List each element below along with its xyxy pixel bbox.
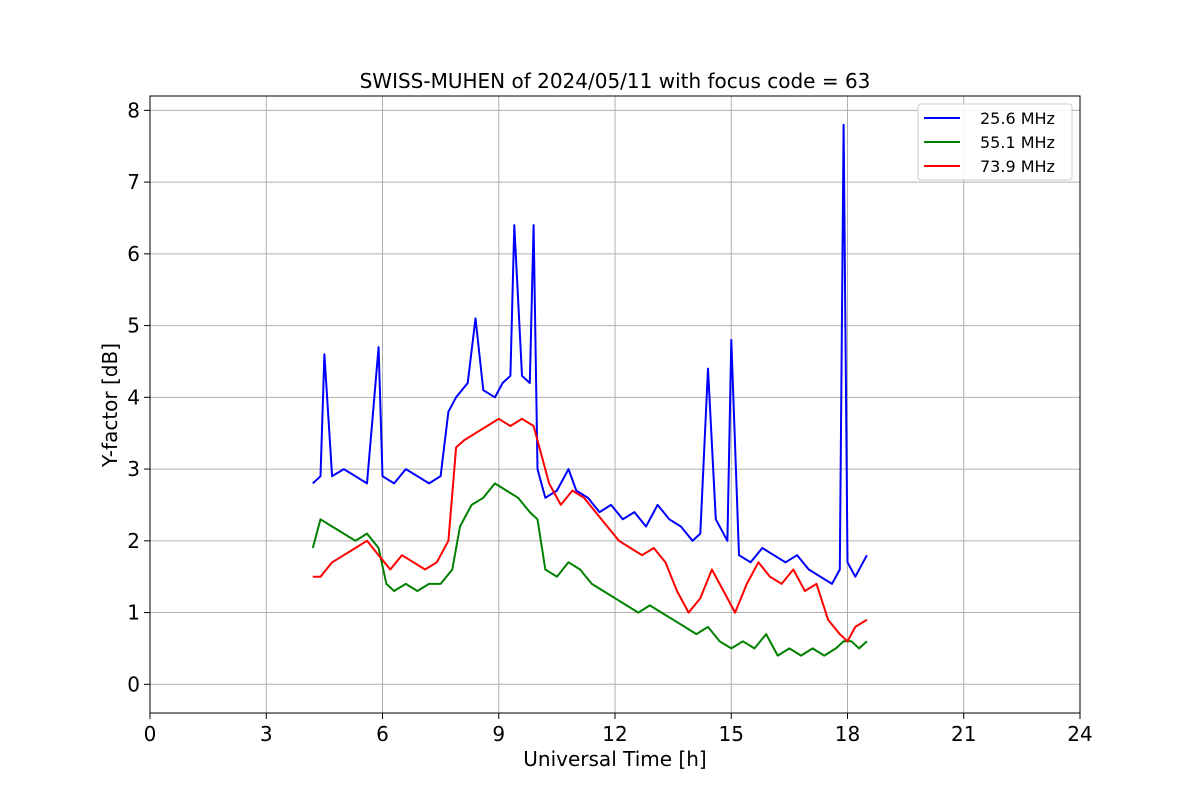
y-tick-label: 4	[127, 385, 140, 409]
grid	[149, 96, 1081, 713]
legend-label-73-9-mhz: 73.9 MHz	[980, 157, 1055, 176]
x-tick-label: 0	[144, 722, 157, 746]
x-tick-label: 21	[951, 722, 976, 746]
legend-box	[917, 103, 1073, 181]
y-tick-label: 3	[127, 457, 140, 481]
x-tick-label: 24	[1067, 722, 1092, 746]
y-tick-label: 8	[127, 98, 140, 122]
legend-label-55-1-mhz: 55.1 MHz	[980, 133, 1055, 152]
series-line-73-9-mhz	[312, 417, 868, 643]
x-tick-label: 15	[719, 722, 744, 746]
x-axis-label: Universal Time [h]	[523, 747, 706, 771]
y-axis-label: Y-factor [dB]	[98, 343, 122, 468]
legend-label-25-6-mhz: 25.6 MHz	[980, 109, 1055, 128]
series-lines	[311, 123, 868, 657]
y-tick-label: 7	[127, 170, 140, 194]
x-tick-label: 9	[492, 722, 505, 746]
y-tick-label: 0	[127, 672, 140, 696]
y-tick-label: 6	[127, 242, 140, 266]
y-tick-label: 5	[127, 314, 140, 338]
x-tick-label: 12	[602, 722, 627, 746]
x-tick-label: 6	[376, 722, 389, 746]
x-tick-label: 3	[260, 722, 273, 746]
legend: 25.6 MHz 55.1 MHz 73.9 MHz	[917, 103, 1073, 181]
chart-title: SWISS-MUHEN of 2024/05/11 with focus cod…	[360, 69, 871, 93]
x-tick-label: 18	[835, 722, 860, 746]
series-line-25-6-mhz	[312, 123, 868, 585]
y-tick-label: 2	[127, 529, 140, 553]
series-line-55-1-mhz	[311, 482, 868, 657]
y-tick-label: 1	[127, 601, 140, 625]
